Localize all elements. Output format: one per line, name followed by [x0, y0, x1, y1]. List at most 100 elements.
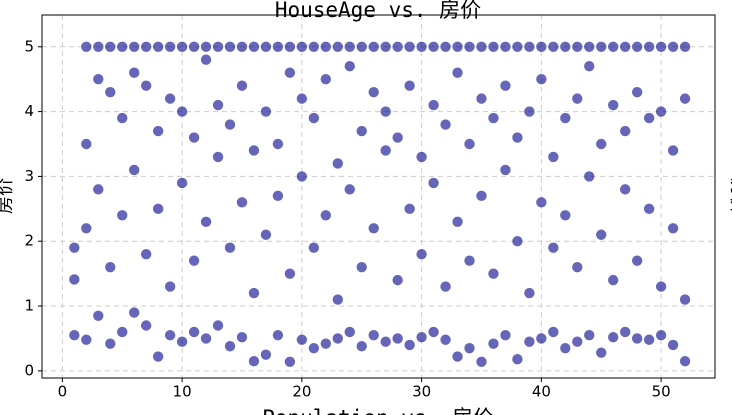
point [272, 329, 284, 342]
point [403, 40, 416, 53]
point [607, 40, 620, 53]
point [415, 331, 428, 343]
point [511, 235, 524, 248]
point [260, 40, 272, 53]
point [667, 40, 679, 53]
point [391, 332, 404, 345]
point [164, 329, 176, 342]
point [331, 40, 344, 53]
plot-area [42, 15, 715, 378]
point [80, 138, 93, 150]
point [80, 40, 93, 53]
point [475, 92, 488, 105]
point [583, 329, 596, 342]
point [188, 254, 200, 267]
point [379, 335, 392, 348]
point [499, 164, 512, 176]
point [631, 332, 643, 345]
point [104, 86, 117, 98]
point [631, 40, 643, 53]
point [355, 125, 368, 137]
point [152, 350, 164, 363]
point [224, 40, 236, 53]
point [92, 40, 105, 53]
point [667, 144, 679, 157]
point [379, 144, 392, 157]
point [403, 339, 416, 351]
point [391, 40, 404, 53]
point [176, 335, 188, 348]
point [535, 332, 548, 345]
point [367, 86, 380, 98]
point [427, 326, 440, 338]
point [128, 164, 141, 176]
point [343, 60, 356, 73]
point [415, 248, 428, 260]
point [403, 203, 416, 215]
point [679, 293, 691, 306]
point [367, 222, 380, 235]
point [308, 342, 320, 354]
point [188, 326, 200, 338]
point [439, 333, 452, 346]
x-tick-label: 30 [412, 383, 431, 401]
point [116, 40, 129, 53]
point [248, 355, 260, 367]
point [427, 40, 440, 53]
point [379, 105, 392, 118]
point [236, 196, 248, 209]
point [511, 353, 524, 366]
point [559, 342, 572, 354]
point [343, 183, 356, 196]
y-tick-label: 5 [24, 37, 34, 55]
point [571, 261, 584, 273]
point [475, 40, 488, 53]
point [607, 274, 620, 286]
point [308, 112, 320, 124]
point [104, 40, 117, 53]
point [176, 177, 188, 189]
x-tick-label: 10 [173, 383, 192, 401]
point [92, 183, 105, 196]
point [643, 333, 655, 346]
point [164, 92, 176, 105]
point [367, 329, 380, 342]
point [487, 337, 500, 350]
point [343, 326, 356, 338]
point [296, 40, 308, 53]
point [391, 274, 404, 286]
point [463, 254, 476, 267]
point [523, 335, 536, 348]
point [631, 86, 643, 98]
point [487, 112, 500, 124]
point [164, 40, 176, 53]
point [643, 112, 655, 124]
point [367, 40, 380, 53]
point [679, 40, 691, 53]
axes-frame [41, 14, 716, 379]
point [583, 40, 596, 53]
point [547, 40, 560, 53]
point [224, 340, 236, 353]
point [427, 177, 440, 189]
point [200, 332, 212, 345]
point [260, 348, 272, 361]
x-tick-label: 50 [652, 383, 671, 401]
point [308, 40, 320, 53]
point [140, 40, 152, 53]
point [487, 267, 500, 280]
point [128, 306, 141, 319]
point [619, 125, 631, 137]
point [188, 40, 200, 53]
point [547, 326, 560, 338]
point [128, 66, 141, 79]
point [68, 241, 81, 254]
point [176, 105, 188, 118]
point [212, 40, 224, 53]
point [140, 248, 152, 260]
point [631, 254, 643, 267]
point [152, 40, 164, 53]
point [331, 332, 344, 345]
point [212, 99, 224, 111]
point [260, 228, 272, 241]
